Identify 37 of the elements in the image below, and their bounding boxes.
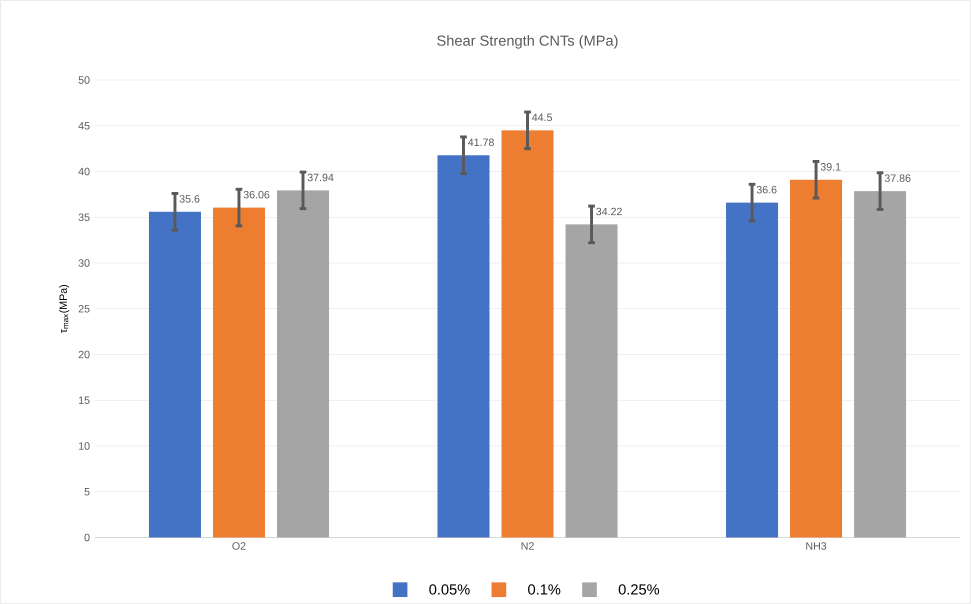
y-tick-label: 45 xyxy=(78,122,90,130)
y-tick-label: 0 xyxy=(84,534,90,542)
x-tick-label: O2 xyxy=(232,542,246,550)
data-label: 36.06 xyxy=(244,190,270,198)
bar xyxy=(212,207,265,538)
y-tick-label: 30 xyxy=(78,259,90,267)
data-label: 44.5 xyxy=(532,114,552,121)
x-tick-label: NH3 xyxy=(806,542,826,550)
bar xyxy=(790,180,842,538)
x-tick-label: N2 xyxy=(522,542,534,550)
y-tick-label: 35 xyxy=(78,213,90,221)
bar xyxy=(854,191,906,538)
bar xyxy=(148,212,201,538)
y-tick-label: 25 xyxy=(78,304,90,312)
y-tick-label: 40 xyxy=(78,168,90,176)
bar xyxy=(726,202,778,538)
bar xyxy=(502,130,554,538)
data-label: 35.6 xyxy=(180,194,200,203)
y-tick-label: 50 xyxy=(78,76,90,84)
y-tick-label: 20 xyxy=(78,350,90,358)
data-label: 36.6 xyxy=(756,186,777,194)
y-tick-label: 15 xyxy=(78,396,90,404)
y-axis-title: τ$_{max}$(MPa) xyxy=(59,284,70,333)
legend-label: 0.05% xyxy=(429,584,470,595)
data-label: 39.1 xyxy=(820,162,840,170)
legend-label: 0.25% xyxy=(618,584,660,595)
data-label: 41.78 xyxy=(468,138,494,146)
y-tick-label: 10 xyxy=(78,442,90,450)
chart-title: Shear Strength CNTs (MPa) xyxy=(437,34,618,49)
data-label: 37.86 xyxy=(884,174,910,182)
data-label: 34.22 xyxy=(596,208,622,216)
y-tick-label: 5 xyxy=(84,488,90,496)
data-label: 37.94 xyxy=(308,174,334,182)
bar xyxy=(276,190,330,538)
legend-label: 0.1% xyxy=(528,584,560,595)
bar xyxy=(437,155,490,538)
bar xyxy=(566,224,618,538)
